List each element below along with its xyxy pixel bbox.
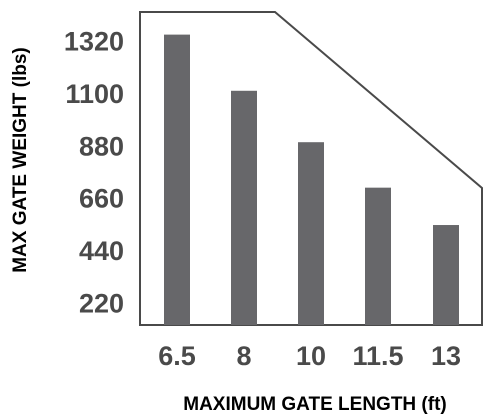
x-tick-label: 6.5 xyxy=(158,341,196,371)
bar-13 xyxy=(433,225,459,325)
chart-frame-outline xyxy=(139,11,483,326)
bar-8 xyxy=(231,90,257,325)
x-tick-label: 11.5 xyxy=(352,341,403,371)
y-tick-label: 880 xyxy=(79,131,124,161)
y-tick-label: 220 xyxy=(79,288,124,318)
x-tick-label: 10 xyxy=(296,341,326,371)
y-tick-label: 1320 xyxy=(64,27,124,57)
y-tick-label: 440 xyxy=(79,236,124,266)
y-axis-label: MAX GATE WEIGHT (lbs) xyxy=(10,47,31,273)
bar-10 xyxy=(298,142,324,325)
y-tick-label: 660 xyxy=(79,184,124,214)
x-tick-label: 8 xyxy=(236,341,251,371)
bar-11.5 xyxy=(365,187,391,325)
y-tick-label: 1100 xyxy=(65,79,124,109)
bar-6.5 xyxy=(164,34,190,325)
x-axis-label: MAXIMUM GATE LENGTH (ft) xyxy=(183,394,447,415)
x-tick-label: 13 xyxy=(431,341,461,371)
